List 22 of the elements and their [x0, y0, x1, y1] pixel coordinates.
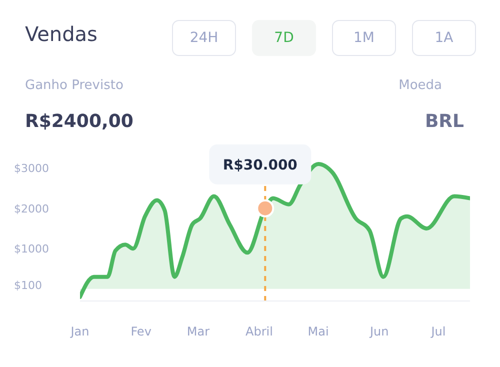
text: BRL [424, 111, 464, 132]
text: Ganho Previsto [25, 78, 124, 93]
annotation: R$30.000 [222, 157, 298, 174]
y-tick-label: $100 [14, 278, 42, 292]
x-tick-label: Jan [70, 324, 90, 339]
text: 1M [332, 20, 396, 56]
x-tick-label: Abril [246, 324, 273, 339]
chart-title: Vendas [25, 22, 98, 46]
callout-box: R$30.000 [209, 144, 312, 184]
y-tick-label: $3000 [14, 162, 49, 175]
y-tick-label: $2000 [14, 202, 49, 216]
y-tick-label: $1000 [14, 242, 49, 256]
text: 1A [412, 20, 476, 56]
text: R$2400,00 [25, 111, 134, 132]
x-tick-label: Mar [186, 324, 210, 339]
x-tick-label: Jul [430, 324, 446, 339]
x-tick-label: Fev [130, 324, 152, 339]
text: Moeda [398, 78, 442, 93]
text: 24H [172, 20, 236, 56]
text: 7D [252, 20, 316, 56]
x-tick-label: Jun [369, 324, 389, 339]
x-tick-label: Mai [308, 324, 329, 339]
